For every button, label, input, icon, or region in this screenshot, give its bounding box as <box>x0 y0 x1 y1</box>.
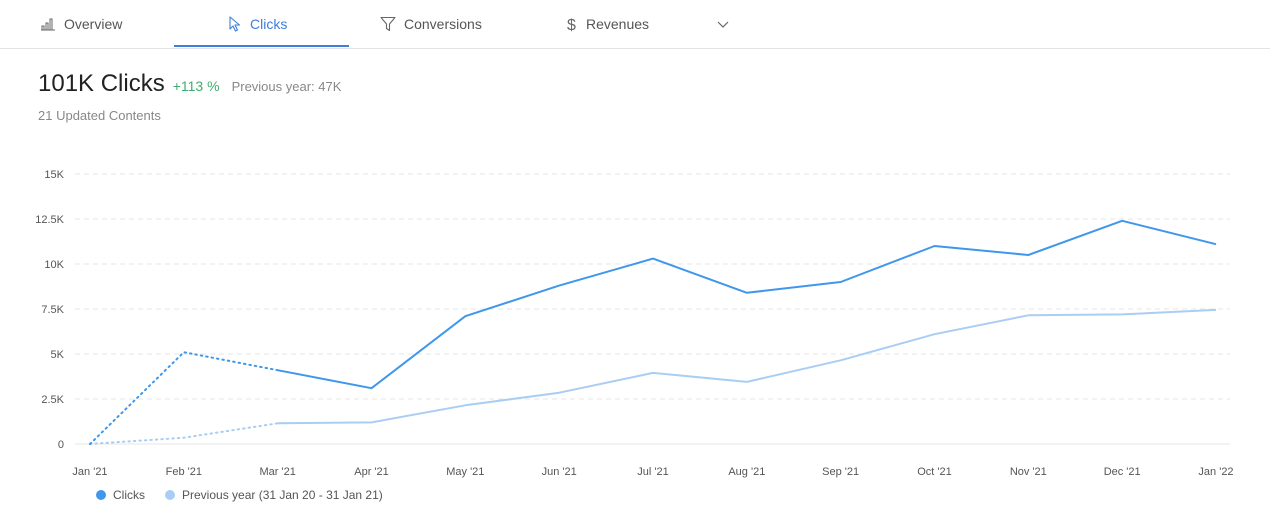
legend-item-clicks[interactable]: Clicks <box>96 488 145 502</box>
x-tick-label: Feb '21 <box>166 466 202 478</box>
x-tick-label: Aug '21 <box>728 466 765 478</box>
tab-label: Revenues <box>586 15 650 32</box>
x-tick-label: May '21 <box>446 466 484 478</box>
x-tick-label: Jul '21 <box>637 466 668 478</box>
change-badge: +113 % <box>172 78 220 94</box>
x-tick-label: Sep '21 <box>822 466 859 478</box>
more-tabs-button[interactable] <box>716 0 730 47</box>
funnel-icon <box>380 16 396 32</box>
y-tick-label: 0 <box>58 439 64 451</box>
y-tick-label: 7.5K <box>41 304 64 316</box>
x-tick-label: Jun '21 <box>542 466 577 478</box>
x-tick-label: Mar '21 <box>259 466 295 478</box>
legend-label-clicks: Clicks <box>113 488 145 502</box>
x-tick-label: Jan '22 <box>1198 466 1233 478</box>
clicks-line-chart: 0 2.5K 5K 7.5K 10K 12.5K 15K Jan '21 Feb '21 Mar … <box>35 169 1233 478</box>
dollar-icon: $ <box>566 15 578 33</box>
tab-conversions[interactable]: Conversions <box>380 0 482 47</box>
active-tab-indicator <box>174 45 349 47</box>
total-clicks: 101K Clicks <box>38 70 165 97</box>
x-tick-label: Dec '21 <box>1104 466 1141 478</box>
series-line-dotted <box>89 351 279 445</box>
y-tick-label: 10K <box>44 259 64 271</box>
legend-swatch-clicks <box>96 490 106 500</box>
tab-clicks[interactable]: Clicks <box>228 0 287 47</box>
y-tick-label: 15K <box>44 169 64 181</box>
chart-legend: Clicks Previous year (31 Jan 20 - 31 Jan… <box>96 488 383 502</box>
legend-label-previous-year: Previous year (31 Jan 20 - 31 Jan 21) <box>182 488 383 502</box>
series-line-dotted <box>89 422 279 445</box>
x-tick-label: Jan '21 <box>72 466 107 478</box>
legend-swatch-previous-year <box>165 490 175 500</box>
series-line <box>277 219 1217 390</box>
previous-year-value: Previous year: 47K <box>231 79 342 94</box>
cursor-icon <box>228 15 242 32</box>
y-tick-label: 5K <box>51 349 65 361</box>
bar-chart-icon <box>40 17 56 31</box>
series-line <box>277 308 1217 425</box>
svg-text:$: $ <box>567 17 576 33</box>
chevron-down-icon <box>716 19 730 29</box>
tab-label: Overview <box>64 15 123 32</box>
x-tick-label: Oct '21 <box>917 466 952 478</box>
tab-label: Clicks <box>250 15 288 32</box>
tab-overview[interactable]: Overview <box>40 0 122 47</box>
tab-bar: Overview Clicks Conversions $ Revenues <box>0 0 1270 49</box>
y-tick-label: 2.5K <box>41 394 64 406</box>
x-tick-label: Nov '21 <box>1010 466 1047 478</box>
updated-contents: 21 Updated Contents <box>38 108 161 123</box>
tab-label: Conversions <box>404 15 482 32</box>
summary-header: 101K Clicks +113 % Previous year: 47K <box>38 70 341 98</box>
x-tick-label: Apr '21 <box>354 466 389 478</box>
y-tick-label: 12.5K <box>35 214 64 226</box>
tab-revenues[interactable]: $ Revenues <box>566 0 649 47</box>
legend-item-previous-year[interactable]: Previous year (31 Jan 20 - 31 Jan 21) <box>165 488 383 502</box>
